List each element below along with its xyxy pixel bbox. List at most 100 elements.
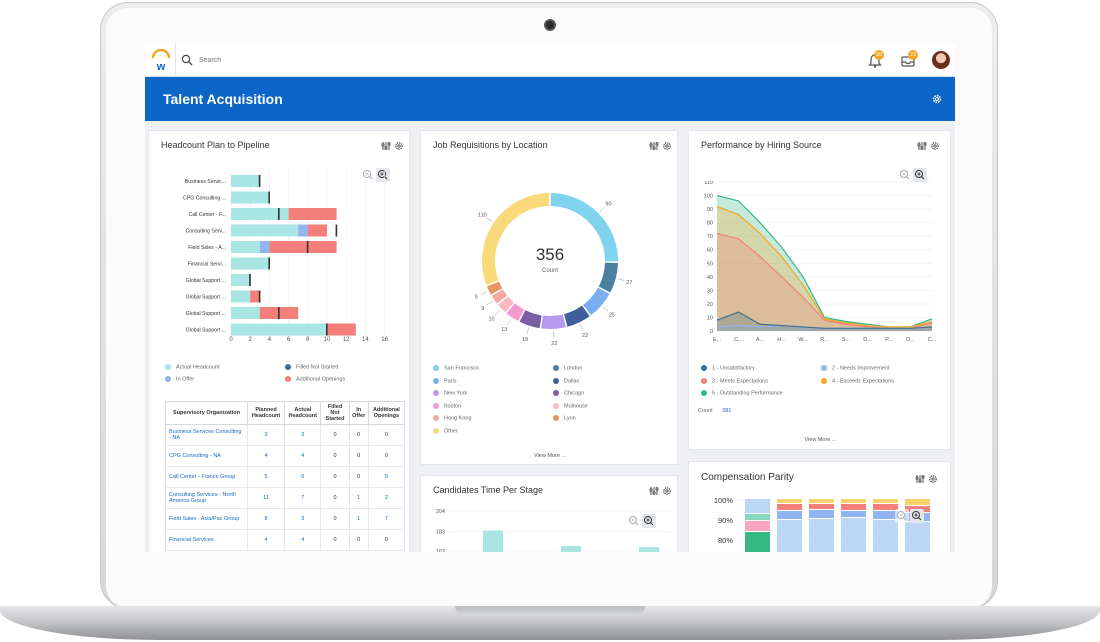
bar-segment[interactable] — [231, 323, 327, 336]
view-more-link[interactable]: View More ... — [804, 437, 837, 443]
table-cell[interactable]: 5 — [368, 466, 406, 488]
donut-slice[interactable] — [541, 314, 566, 329]
bar-segment[interactable] — [873, 504, 898, 510]
zoom-out-icon[interactable] — [895, 509, 909, 523]
col-header[interactable]: Planned Headcount — [246, 401, 286, 425]
bar-segment[interactable] — [873, 511, 898, 519]
legend-item[interactable]: 5 - Outstanding Performance — [701, 390, 783, 397]
gear-icon[interactable] — [931, 142, 939, 150]
legend-item[interactable]: Boston — [433, 402, 461, 409]
bar-segment[interactable] — [777, 499, 802, 503]
table-cell[interactable]: 4 — [284, 445, 322, 467]
org-link[interactable]: CPG Consulting - NA — [165, 445, 248, 467]
bar-segment[interactable] — [231, 307, 260, 319]
table-cell[interactable]: 1 — [349, 487, 369, 509]
donut-slice[interactable] — [482, 193, 550, 285]
table-cell[interactable]: 1 — [349, 508, 369, 530]
legend-item[interactable]: New York — [433, 390, 467, 397]
bar-segment[interactable] — [841, 511, 866, 517]
table-cell[interactable]: 7 — [368, 508, 406, 530]
bar-segment[interactable] — [873, 499, 898, 503]
legend-item[interactable]: Actual Headcount — [165, 364, 219, 370]
org-link[interactable]: Consulting Services - North America Grou… — [165, 487, 248, 509]
legend-item[interactable]: Dallas — [553, 377, 579, 384]
bar-segment[interactable] — [231, 257, 270, 270]
bar[interactable] — [483, 530, 503, 552]
bar-segment[interactable] — [250, 290, 260, 303]
table-cell[interactable]: 4 — [247, 445, 286, 467]
legend-item[interactable]: 2 - Needs Improvement — [821, 365, 889, 371]
table-cell[interactable]: 7 — [284, 487, 322, 509]
gear-icon[interactable] — [395, 142, 403, 150]
col-header[interactable]: Supervisory Organization — [165, 401, 248, 425]
bar-segment[interactable] — [745, 514, 770, 520]
table-cell[interactable]: 4 — [284, 529, 322, 551]
gear-icon[interactable] — [931, 93, 943, 105]
series-line[interactable] — [716, 311, 933, 329]
bar-segment[interactable] — [745, 499, 770, 513]
series-line[interactable] — [716, 205, 933, 328]
zoom-in-icon[interactable] — [913, 168, 927, 182]
table-cell[interactable]: 5 — [247, 466, 286, 488]
legend-item[interactable]: 1 - Unsatisfactory — [701, 365, 755, 371]
bar[interactable] — [639, 547, 659, 552]
table-cell[interactable]: 4 — [247, 529, 286, 551]
bar-segment[interactable] — [809, 499, 834, 503]
donut-slice[interactable] — [564, 305, 590, 327]
legend-item[interactable]: In Offer — [165, 376, 194, 382]
avatar[interactable] — [932, 51, 950, 69]
bar-segment[interactable] — [841, 504, 866, 510]
table-cell[interactable]: 2 — [368, 487, 406, 509]
filter-sliders-icon[interactable] — [649, 487, 659, 495]
bar-segment[interactable] — [327, 323, 356, 336]
donut-slice[interactable] — [598, 262, 618, 293]
zoom-out-icon[interactable] — [361, 168, 375, 182]
bar-segment[interactable] — [905, 522, 930, 552]
bar-segment[interactable] — [231, 191, 270, 204]
bar-segment[interactable] — [298, 224, 308, 237]
bar-segment[interactable] — [841, 518, 866, 552]
zoom-out-icon[interactable] — [627, 514, 641, 528]
bar-segment[interactable] — [777, 520, 802, 552]
bar-segment[interactable] — [231, 241, 260, 253]
table-cell[interactable]: 3 — [284, 424, 322, 446]
col-header[interactable]: Additional Openings — [367, 401, 406, 425]
bar-segment[interactable] — [809, 510, 834, 518]
donut-slice[interactable] — [519, 310, 542, 329]
donut-slice[interactable] — [491, 289, 508, 304]
legend-item[interactable]: Hong Kong — [433, 415, 472, 422]
filter-sliders-icon[interactable] — [917, 142, 927, 150]
legend-item[interactable]: Other — [433, 428, 458, 434]
legend-item[interactable]: London — [553, 365, 582, 371]
legend-item[interactable]: Lyon — [553, 415, 576, 422]
gear-icon[interactable] — [929, 475, 937, 483]
bar-segment[interactable] — [873, 520, 898, 552]
search-input[interactable] — [199, 53, 459, 67]
bar-segment[interactable] — [231, 290, 251, 303]
table-cell[interactable]: 3 — [284, 508, 322, 530]
bar-segment[interactable] — [288, 208, 337, 220]
bar-segment[interactable] — [745, 532, 770, 552]
bar-segment[interactable] — [777, 511, 802, 519]
col-header[interactable]: Actual Headcount — [284, 401, 322, 425]
gear-icon[interactable] — [663, 487, 671, 495]
search-bar[interactable] — [181, 51, 481, 69]
zoom-out-icon[interactable] — [898, 168, 912, 182]
table-cell[interactable]: 6 — [284, 466, 322, 488]
bar-segment[interactable] — [809, 504, 834, 509]
donut-slice[interactable] — [486, 281, 503, 295]
bar-segment[interactable] — [809, 519, 834, 552]
bar-segment[interactable] — [745, 521, 770, 531]
bar-segment[interactable] — [259, 241, 270, 253]
bar[interactable] — [561, 546, 581, 552]
org-link[interactable]: Field Sales - Asia/Pac Group — [165, 508, 248, 530]
table-cell[interactable]: 3 — [247, 424, 286, 446]
bar-segment[interactable] — [307, 224, 327, 237]
legend-item[interactable]: Paris — [433, 377, 457, 384]
filter-sliders-icon[interactable] — [915, 475, 925, 483]
org-link[interactable]: Financial Services — [165, 529, 248, 551]
filter-sliders-icon[interactable] — [381, 142, 391, 150]
donut-slice[interactable] — [583, 287, 610, 316]
workday-logo[interactable]: w — [149, 49, 173, 73]
bar-segment[interactable] — [231, 175, 260, 187]
